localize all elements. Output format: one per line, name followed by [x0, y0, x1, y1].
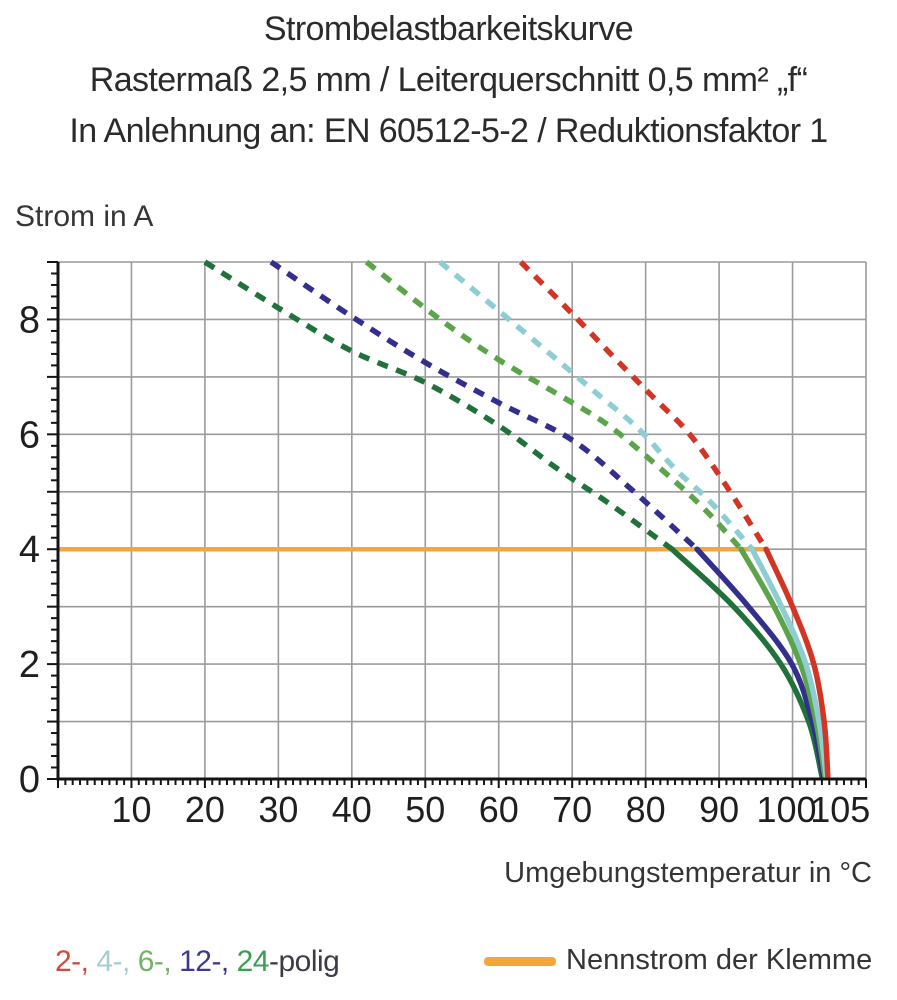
- legend-series-label-part: 4-,: [88, 945, 130, 978]
- legend-series-label-part: -polig: [268, 945, 340, 978]
- curve-solid-12-polig: [694, 546, 827, 779]
- legend-series-label-part: 24: [228, 945, 270, 978]
- legend-series-label-part: 2-,: [55, 945, 89, 978]
- chart-title-line-3: In Anlehnung an: EN 60512-5-2 / Reduktio…: [69, 112, 828, 150]
- curve-dashed-4-polig: [438, 259, 755, 552]
- chart-title-block: Strombelastbarkeitskurve Rastermaß 2,5 m…: [0, 4, 897, 157]
- y-tick-label: 6: [19, 414, 40, 456]
- x-tick-label: 100: [757, 789, 817, 830]
- curve-dashed-6-polig: [364, 259, 744, 552]
- chart-title-line-2: Rastermaß 2,5 mm / Leiterquerschnitt 0,5…: [89, 61, 808, 99]
- curve-solid-24-polig: [669, 546, 825, 779]
- legend-series-label-part: 12-,: [171, 945, 229, 978]
- x-tick-label: 40: [332, 789, 372, 830]
- x-tick-label: 50: [405, 789, 445, 830]
- y-tick-label: 4: [19, 529, 40, 571]
- series-legend: 2-, 4-, 6-, 12-, 24-polig: [55, 945, 340, 979]
- chart-title-line-1: Strombelastbarkeitskurve: [263, 10, 634, 48]
- nennstrom-legend-label: Nennstrom der Klemme: [566, 944, 873, 976]
- x-axis-title: Umgebungstemperatur in °C: [504, 857, 872, 889]
- x-tick-label: 70: [552, 789, 592, 830]
- x-tick-label: 80: [626, 789, 666, 830]
- x-tick-label: 20: [185, 789, 225, 830]
- x-tick-label: 90: [699, 789, 739, 830]
- x-tick-label: 30: [258, 789, 298, 830]
- curve-dashed-2-polig: [518, 260, 769, 551]
- x-tick-label: 60: [479, 789, 519, 830]
- x-tick-label: 10: [111, 789, 151, 830]
- nennstrom-line-swatch: [484, 957, 556, 966]
- curve-solid-2-polig: [763, 546, 831, 779]
- x-tick-label: 105: [810, 789, 870, 830]
- curve-dashed-12-polig: [269, 259, 699, 552]
- y-tick-label: 2: [19, 644, 40, 686]
- legend-series-label-part: 6-,: [129, 945, 172, 978]
- curve-dashed-24-polig: [203, 259, 674, 552]
- y-tick-label: 8: [19, 299, 40, 341]
- y-axis-title: Strom in A: [15, 200, 154, 233]
- y-tick-label: 0: [19, 759, 40, 801]
- curve-solid-4-polig: [749, 546, 830, 779]
